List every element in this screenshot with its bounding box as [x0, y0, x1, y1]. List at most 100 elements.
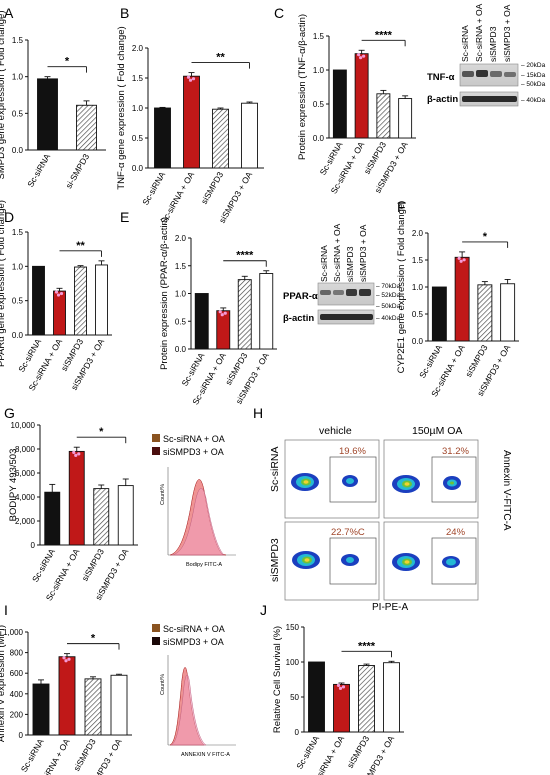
hist-g-legend-swatch-2: [152, 447, 160, 455]
bar-g: [93, 488, 110, 546]
y-tick-label-c: 0.5: [313, 100, 325, 109]
flow-gate: [431, 456, 477, 503]
y-tick-label-c: 1.5: [313, 32, 325, 41]
category-label-j: Sc-siRNA: [294, 734, 321, 771]
flow-row-label-2: siSMPD3: [269, 538, 281, 582]
data-point-g: [72, 450, 76, 454]
data-point-b: [191, 77, 196, 81]
data-point-c: [362, 54, 366, 58]
y-tick-label-f: 0.0: [412, 337, 424, 346]
blot-e-protein-label: PPAR-α: [283, 291, 318, 302]
hist-g-ylabel: Count/%: [160, 484, 166, 505]
hist-i-legend-1: Sc-siRNA + OA: [163, 624, 225, 634]
bar-c: [398, 98, 413, 139]
y-tick-label-a: 1.0: [12, 73, 24, 82]
y-tick-label-j: 0: [295, 728, 300, 737]
sig-label-b: **: [216, 52, 225, 64]
y-tick-label-i: 0: [19, 731, 24, 740]
flow-population: [404, 482, 410, 486]
y-tick-label-g: 6,000: [15, 469, 36, 478]
data-point-f: [457, 256, 461, 260]
blot-e-band: [333, 290, 344, 295]
category-label-a: si-SMPD3: [63, 152, 91, 190]
y-tick-label-g: 4,000: [15, 493, 36, 502]
y-tick-label-f: 0.5: [412, 310, 424, 319]
y-tick-label-i: 200: [10, 710, 24, 719]
y-tick-label-e: 1.5: [175, 262, 187, 271]
data-point-j: [338, 686, 343, 691]
blot-c-band: [490, 71, 502, 77]
blot-e-loading-label: β-actin: [283, 313, 314, 324]
y-tick-label-j: 100: [286, 658, 300, 667]
blot-c-band: [462, 71, 474, 77]
data-point-b: [186, 75, 191, 79]
category-label-g: siSMPD3: [80, 547, 107, 583]
category-label-b: Sc-siRNA: [140, 170, 167, 207]
blot-c-lane-2: Sc-siRNA + OA: [474, 3, 484, 62]
y-axis-label-c: Protein expression (TNF-α/β-actin): [297, 14, 308, 160]
blot-c-band: [504, 72, 516, 77]
blot-c-lane-1: Sc-siRNA: [460, 25, 470, 62]
bar-g: [117, 485, 134, 546]
y-tick-label-d: 1.0: [12, 262, 24, 271]
flow-population: [404, 560, 410, 564]
blot-e-band: [320, 290, 331, 295]
blot-c-band: [476, 70, 488, 77]
data-point-b: [188, 78, 193, 82]
flow-gate: [329, 537, 377, 585]
hist-i-legend-swatch-1: [152, 624, 160, 632]
bar-b: [241, 102, 258, 169]
blot-c-marker-1: – 20kDa: [521, 62, 546, 69]
y-tick-label-f: 1.0: [412, 283, 424, 292]
data-point-f: [462, 258, 466, 262]
flow-population: [346, 557, 354, 563]
y-tick-label-f: 1.5: [412, 256, 424, 265]
data-point-d: [56, 293, 61, 297]
hist-g-legend-swatch-1: [152, 434, 160, 442]
bar-j: [383, 662, 400, 733]
panel-label-d: D: [4, 209, 14, 225]
bar-e: [237, 279, 252, 350]
y-tick-label-g: 2,000: [15, 517, 36, 526]
histogram-bodipy: Sc-siRNA + OA siSMPD3 + OA Bodipy FITC-A…: [152, 434, 236, 568]
blot-e-actin-band: [320, 314, 373, 320]
y-tick-label-i: 800: [10, 649, 24, 658]
flow-gate: [431, 537, 477, 585]
blot-c-membrane-1: [459, 63, 519, 87]
y-axis-label-j: Relative Cell Survival (%): [272, 626, 283, 733]
blot-e-lane-4: siSMPD3 + OA: [358, 224, 368, 282]
blot-e-band: [346, 289, 357, 296]
bar-g: [68, 450, 85, 546]
data-point-i: [64, 659, 68, 663]
hist-i-legend-swatch-2: [152, 637, 160, 645]
bar-i: [110, 674, 128, 736]
y-axis-label-b: TNF-α gene expression ( Fold change): [116, 26, 127, 189]
hist-g-curve-2: [171, 488, 225, 556]
y-tick-label-e: 2.0: [175, 234, 187, 243]
blot-e-marker-4: – 40kDa: [376, 315, 401, 322]
category-label-j: siSMPD3: [345, 734, 372, 770]
data-point-j: [341, 685, 346, 689]
hist-g-xlabel: Bodipy FITC-A: [186, 562, 222, 568]
data-point-i: [62, 656, 66, 660]
flow-percent-4: 24%: [446, 527, 466, 538]
sig-label-c: ****: [375, 29, 393, 41]
y-tick-label-a: 1.5: [12, 36, 24, 45]
y-tick-label-g: 10,000: [11, 421, 36, 430]
blot-c-marker-2: – 15kDa: [521, 72, 546, 79]
y-tick-label-a: 0.0: [12, 146, 24, 155]
sig-label-f: *: [483, 231, 488, 243]
bar-a: [76, 104, 97, 151]
chart-panel-b: 0.0 0.5 1.0 1.5 2.0 TNF-α gene expression ( F…: [116, 26, 264, 226]
y-tick-label-i: 600: [10, 669, 24, 678]
sig-label-i: *: [91, 633, 96, 645]
y-tick-label-b: 1.0: [132, 104, 144, 113]
blot-c-lane-3: siSMPD3: [488, 26, 498, 62]
y-tick-label-i: 400: [10, 690, 24, 699]
chart-panel-a: 0.0 0.5 1.0 1.5 SMPD3 gene expression ( Fold…: [0, 11, 106, 190]
flow-percent-1: 19.6%: [339, 446, 366, 457]
blot-c-protein-label: TNF-α: [427, 72, 455, 83]
panel-label-h: H: [253, 405, 263, 421]
bar-i: [58, 656, 76, 736]
bar-j: [358, 665, 375, 733]
